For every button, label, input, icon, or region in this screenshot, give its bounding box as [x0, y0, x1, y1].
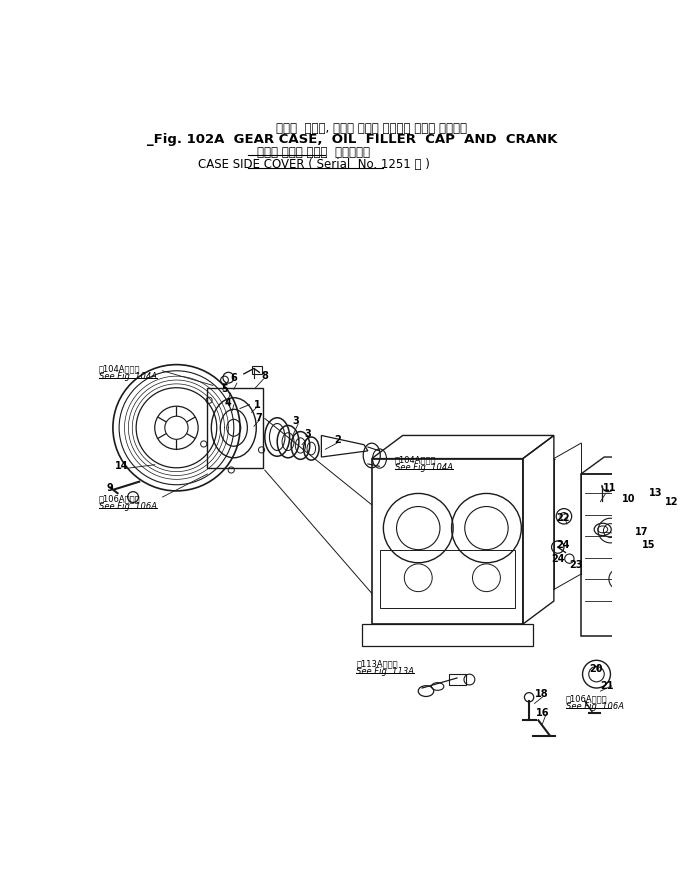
Text: 9: 9 — [107, 482, 114, 492]
Text: 18: 18 — [534, 688, 548, 698]
Text: 4: 4 — [224, 397, 231, 408]
Text: 21: 21 — [600, 681, 614, 690]
Text: 12: 12 — [665, 496, 678, 506]
Text: 第106A図参照: 第106A図参照 — [566, 694, 607, 702]
Bar — [362, 624, 533, 646]
Bar — [581, 474, 666, 636]
Text: See Fig. 104A: See Fig. 104A — [99, 371, 157, 381]
Text: 第106A図参照: 第106A図参照 — [99, 494, 141, 503]
Bar — [379, 550, 515, 608]
Text: 16: 16 — [536, 708, 549, 717]
Text: 22: 22 — [556, 513, 570, 523]
Text: 20: 20 — [589, 663, 602, 673]
Text: See Fig. 106A: See Fig. 106A — [99, 502, 157, 510]
Text: 23: 23 — [569, 559, 583, 569]
Bar — [372, 459, 523, 624]
Text: 15: 15 — [641, 539, 655, 549]
Text: 3: 3 — [305, 428, 311, 438]
Text: 24: 24 — [556, 540, 570, 550]
Text: 2: 2 — [335, 434, 341, 445]
Text: 第104A図参照: 第104A図参照 — [395, 455, 437, 464]
Text: 第104A図参照: 第104A図参照 — [99, 364, 141, 373]
Text: CASE SIDE COVER ( Serial  No. 1251 ～ ): CASE SIDE COVER ( Serial No. 1251 ～ ) — [198, 159, 430, 171]
Bar — [449, 674, 466, 685]
Text: ケース サイド カバー  （適用号機: ケース サイド カバー （適用号機 — [257, 146, 370, 159]
Text: 第113A図参照: 第113A図参照 — [356, 659, 398, 668]
Text: ギヤー  ケース, オイル フィラ キャップ および クランク: ギヤー ケース, オイル フィラ キャップ および クランク — [276, 122, 467, 135]
Text: 8: 8 — [262, 371, 269, 381]
Text: 1: 1 — [254, 399, 260, 409]
Text: See Fig. 104A: See Fig. 104A — [395, 463, 453, 472]
Text: See Fig. 113A: See Fig. 113A — [356, 667, 414, 675]
Text: _Fig. 102A  GEAR CASE,  OIL  FILLER  CAP  AND  CRANK: _Fig. 102A GEAR CASE, OIL FILLER CAP AND… — [147, 133, 558, 146]
Text: 10: 10 — [622, 494, 636, 503]
Bar — [207, 389, 263, 468]
Text: 6: 6 — [231, 373, 237, 383]
Text: 3: 3 — [292, 415, 299, 425]
Text: 7: 7 — [256, 413, 262, 423]
Text: 11: 11 — [602, 482, 616, 492]
Text: See Fig. 106A: See Fig. 106A — [566, 702, 624, 710]
Text: 17: 17 — [635, 527, 649, 537]
Text: 13: 13 — [649, 488, 663, 497]
Text: 14: 14 — [114, 460, 128, 471]
Text: 24: 24 — [551, 553, 565, 564]
Bar — [252, 367, 262, 374]
Text: 5: 5 — [222, 383, 228, 394]
